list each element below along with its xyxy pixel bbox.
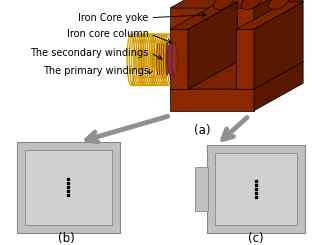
- Ellipse shape: [171, 43, 177, 76]
- Ellipse shape: [168, 43, 173, 76]
- Text: Iron core column: Iron core column: [67, 29, 149, 39]
- Bar: [215, 153, 297, 225]
- Text: Iron Core yoke: Iron Core yoke: [78, 13, 149, 23]
- Polygon shape: [170, 0, 303, 8]
- Text: (a): (a): [193, 124, 210, 137]
- Polygon shape: [236, 29, 254, 89]
- Polygon shape: [254, 62, 303, 111]
- Text: (c): (c): [248, 232, 264, 245]
- Polygon shape: [188, 2, 237, 89]
- Bar: [207, 145, 305, 233]
- Ellipse shape: [156, 43, 162, 76]
- Text: The primary windings: The primary windings: [43, 66, 149, 75]
- Bar: [195, 167, 208, 211]
- Text: The secondary windings: The secondary windings: [31, 48, 149, 58]
- Polygon shape: [170, 8, 254, 29]
- Bar: [17, 142, 120, 233]
- Ellipse shape: [213, 0, 233, 10]
- Polygon shape: [170, 2, 237, 29]
- Polygon shape: [254, 0, 303, 29]
- Ellipse shape: [269, 0, 289, 10]
- Ellipse shape: [163, 43, 169, 76]
- Ellipse shape: [241, 0, 261, 10]
- Polygon shape: [170, 29, 188, 89]
- Polygon shape: [236, 2, 303, 29]
- Polygon shape: [170, 62, 303, 89]
- Bar: [25, 150, 112, 225]
- Text: (b): (b): [58, 232, 75, 245]
- Ellipse shape: [159, 43, 165, 76]
- Polygon shape: [254, 2, 303, 89]
- Polygon shape: [170, 89, 254, 111]
